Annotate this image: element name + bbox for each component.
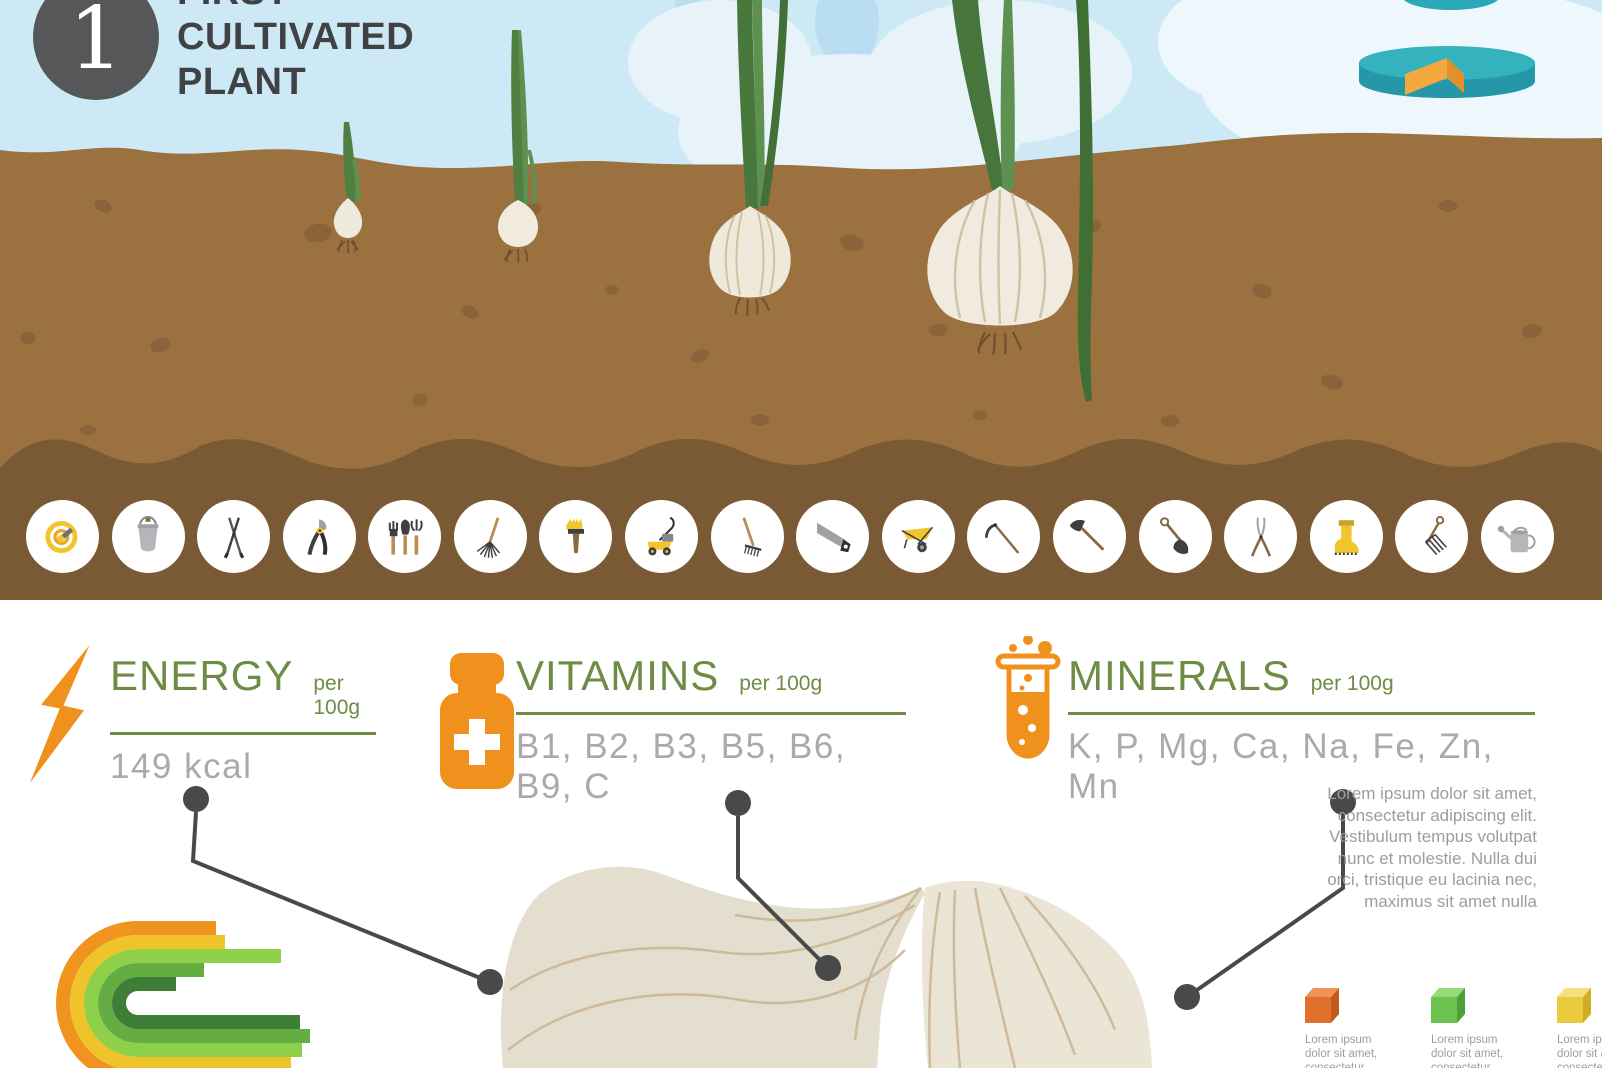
axe-icon (1052, 500, 1126, 573)
garden-tools-row (26, 500, 1554, 573)
bottom-artwork (56, 786, 1356, 1068)
legend-item-orange: Lorem ipsum dolor sit amet, consectetur … (1305, 988, 1385, 1068)
hand-tools-icon (368, 500, 442, 573)
title-line-1: FIRST (177, 0, 414, 15)
bucket-icon (111, 500, 185, 573)
step-number: 1 (68, 0, 124, 89)
yellow-cube-icon (1557, 988, 1591, 1023)
energy-heading: ENERGY (110, 652, 294, 699)
garden-hose-icon (26, 500, 99, 573)
lightning-bolt-icon (29, 645, 90, 784)
minerals-per-100g: per 100g (1310, 672, 1394, 695)
pitchfork-icon (1395, 500, 1469, 573)
minerals-block: MINERALS per 100g K, P, Mg, Ca, Na, Fe, … (1068, 652, 1535, 807)
connector-dots (183, 786, 1356, 1010)
vitamins-per-100g: per 100g (739, 672, 823, 695)
rainbow-arc-chart (56, 921, 310, 1068)
energy-per-100g: per 100g (313, 672, 361, 719)
orange-cube-icon (1305, 988, 1339, 1023)
garlic-bulb-illustration (500, 866, 1152, 1068)
hedge-shears-icon (197, 500, 271, 573)
garlic-stage-1 (333, 122, 363, 254)
garlic-stage-4 (927, 0, 1093, 402)
vitamin-bottle-icon (440, 653, 514, 789)
garlic-stage-2 (498, 30, 538, 264)
legend-text: Lorem ipsum dolor sit amet, consectetur … (1305, 1034, 1378, 1068)
title-line-2: CULTIVATED (177, 16, 415, 58)
lawn-mower-icon (625, 500, 699, 573)
page-title: FIRST CULTIVATED PLANT (177, 0, 414, 105)
paint-brush-icon (539, 500, 613, 573)
legend-text: Lorem ipsum dolor sit amet, consectetur … (1431, 1034, 1504, 1068)
pie-chart (1359, 0, 1535, 98)
vitamins-value: B1, B2, B3, B5, B6, B9, C (516, 727, 847, 806)
side-note-text: Lorem ipsum dolor sit amet, consectetur … (1327, 784, 1537, 911)
step-badge: 1 (33, 0, 159, 100)
cube-legend: Lorem ipsum dolor sit amet, consectetur … (1305, 988, 1602, 1068)
garden-shears-icon (1224, 500, 1298, 573)
fan-rake-icon (453, 500, 527, 573)
test-tube-icon (995, 636, 1061, 759)
green-cube-icon (1431, 988, 1465, 1023)
hand-saw-icon (796, 500, 870, 573)
minerals-value: K, P, Mg, Ca, Na, Fe, Zn, Mn (1068, 727, 1494, 806)
soil-spots (20, 199, 1542, 435)
rake-icon (710, 500, 784, 573)
vitamins-block: VITAMINS per 100g B1, B2, B3, B5, B6, B9… (516, 652, 906, 807)
energy-block: ENERGY per 100g 149 kcal (110, 652, 376, 787)
spade-icon (1138, 500, 1212, 573)
legend-text: Lorem ipsum dolor sit amet, consectetur … (1557, 1034, 1602, 1068)
scythe-icon (967, 500, 1041, 573)
connector-lines (190, 811, 1345, 999)
minerals-heading: MINERALS (1068, 652, 1291, 699)
wheelbarrow-icon (881, 500, 955, 573)
energy-value: 149 kcal (110, 747, 253, 786)
watering-can-icon (1480, 500, 1554, 573)
legend-item-yellow: Lorem ipsum dolor sit amet, consectetur … (1557, 988, 1602, 1068)
legend-item-green: Lorem ipsum dolor sit amet, consectetur … (1431, 988, 1511, 1068)
vitamins-heading: VITAMINS (516, 652, 720, 699)
title-line-3: PLANT (177, 61, 307, 103)
pruning-shears-icon (282, 500, 356, 573)
garlic-stage-3 (709, 0, 791, 317)
rubber-boot-icon (1309, 500, 1383, 573)
